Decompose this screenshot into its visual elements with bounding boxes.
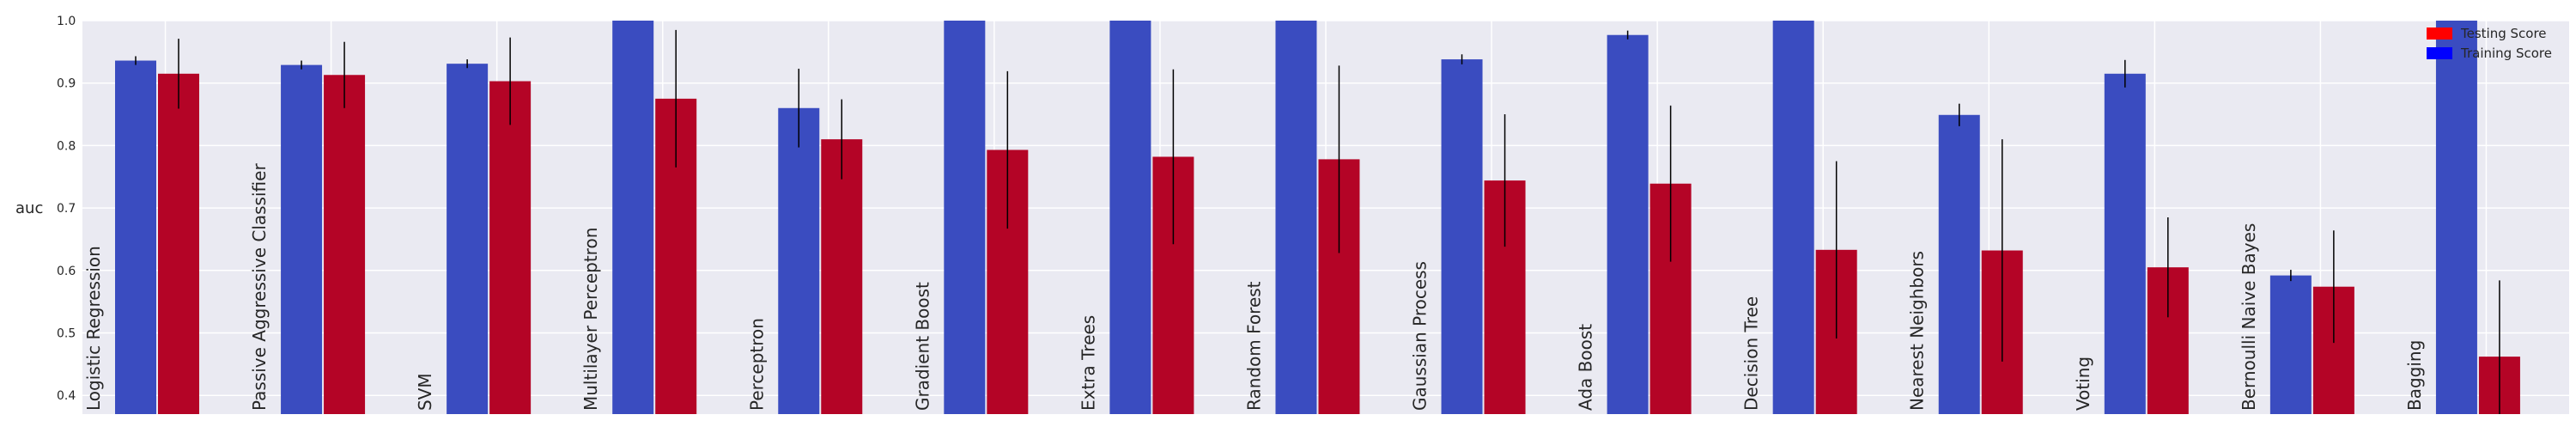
training-bar xyxy=(1772,21,1814,414)
category-labels: Logistic Regression Passive Aggressive Cl… xyxy=(83,163,2425,411)
y-tick-label: 0.5 xyxy=(57,326,76,340)
training-bar xyxy=(2104,73,2146,415)
training-bar xyxy=(115,60,156,415)
training-bar xyxy=(1109,21,1151,414)
category-label: Gaussian Process xyxy=(1410,261,1431,411)
category-label: Gradient Boost xyxy=(912,282,933,411)
testing-bar xyxy=(158,73,199,415)
training-bar xyxy=(1275,21,1317,414)
y-tick-label: 0.8 xyxy=(57,139,76,153)
training-bar xyxy=(1607,34,1649,414)
training-bar xyxy=(944,21,986,414)
testing-bar xyxy=(324,75,366,414)
bars xyxy=(115,21,2520,415)
category-label: Bernoulli Naive Bayes xyxy=(2239,223,2259,411)
category-label: Random Forest xyxy=(1243,281,1264,411)
category-label: Perceptron xyxy=(746,318,767,411)
y-tick-labels: 0.4 0.5 0.6 0.7 0.8 0.9 1.0 xyxy=(57,15,76,403)
training-bar xyxy=(778,107,820,415)
y-tick-label: 0.7 xyxy=(57,202,76,216)
y-tick-label: 1.0 xyxy=(57,15,76,28)
testing-bar xyxy=(489,81,532,415)
legend: Testing Score Training Score xyxy=(2427,26,2552,61)
training-bar xyxy=(1441,59,1483,415)
legend-label: Training Score xyxy=(2460,46,2552,61)
category-label: Bagging xyxy=(2404,340,2425,411)
category-label: Decision Tree xyxy=(1741,296,1762,411)
category-label: Nearest Neighbors xyxy=(1907,251,1928,411)
y-tick-label: 0.4 xyxy=(57,389,76,403)
category-label: Extra Trees xyxy=(1078,315,1098,411)
category-label: SVM xyxy=(415,373,435,411)
legend-swatch xyxy=(2427,47,2452,59)
category-label: Ada Boost xyxy=(1576,324,1596,411)
category-label: Logistic Regression xyxy=(83,246,104,411)
y-tick-label: 0.9 xyxy=(57,77,76,91)
training-bar xyxy=(447,64,489,415)
category-label: Passive Aggressive Classifier xyxy=(249,163,270,411)
y-tick-label: 0.6 xyxy=(57,265,76,278)
training-bar xyxy=(2435,21,2477,414)
error-bars xyxy=(135,29,2500,414)
category-label: Voting xyxy=(2073,357,2093,411)
y-axis-label: auc xyxy=(15,199,43,217)
training-bar xyxy=(612,21,654,414)
legend-label: Testing Score xyxy=(2460,26,2547,41)
testing-bar xyxy=(821,139,863,414)
training-bar xyxy=(2269,275,2312,414)
training-bar xyxy=(281,64,323,414)
training-bar xyxy=(1938,114,1980,414)
legend-swatch xyxy=(2427,27,2452,40)
category-label: Multilayer Perceptron xyxy=(580,228,601,411)
